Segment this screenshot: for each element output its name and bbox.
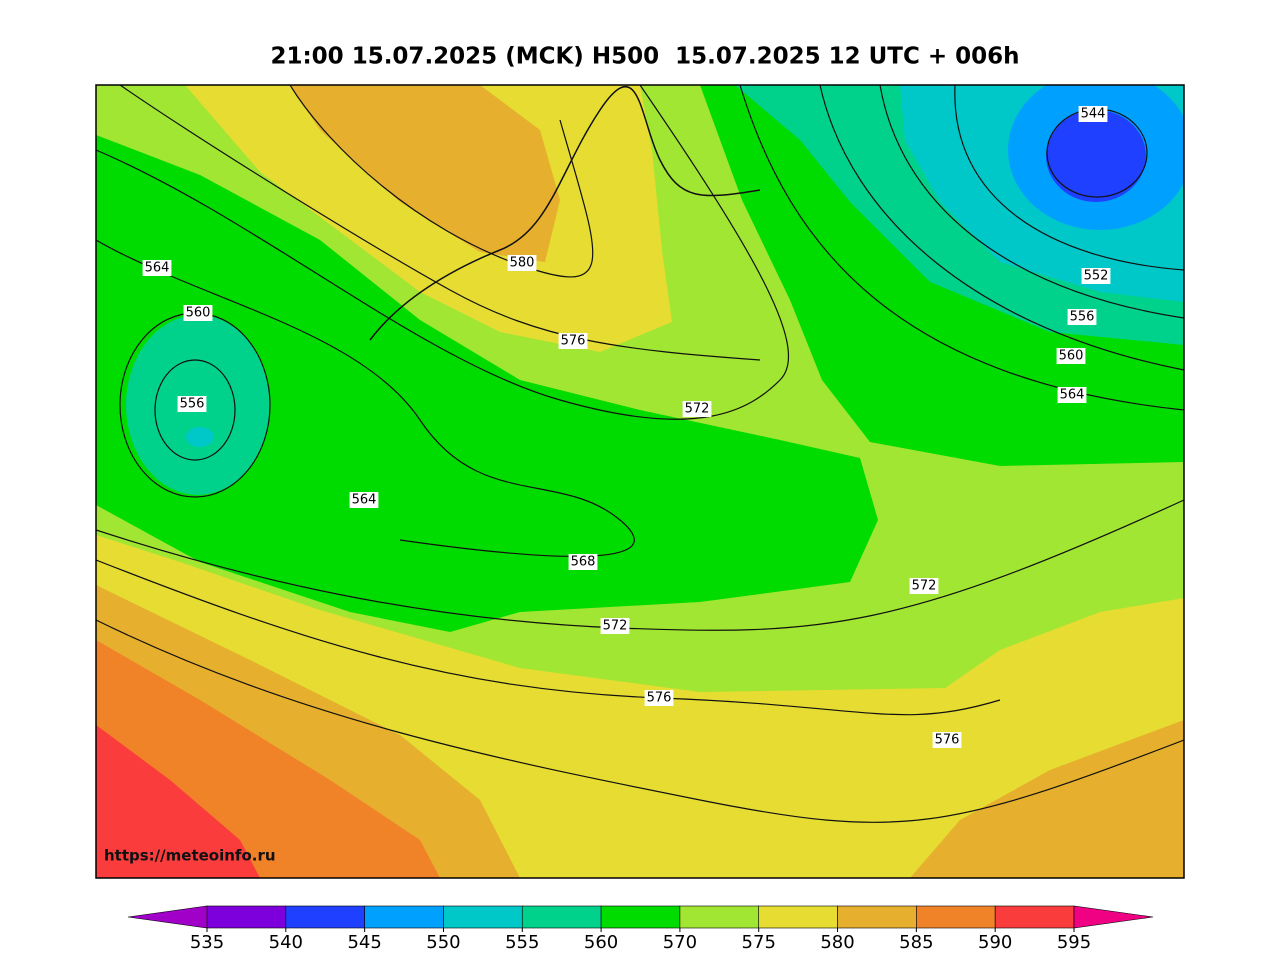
- colorbar-tick-label: 590: [978, 932, 1012, 953]
- contour-label: 568: [571, 555, 596, 570]
- title: 21:00 15.07.2025 (MCK) H500 15.07.2025 1…: [270, 44, 1019, 70]
- contour: [96, 619, 1184, 823]
- label-box: [349, 492, 379, 508]
- label-box: [1081, 268, 1111, 284]
- contour-label: 572: [685, 402, 710, 417]
- label-box: [682, 401, 712, 417]
- colorbar-segment: [206, 905, 287, 929]
- contour-label: 572: [912, 579, 937, 594]
- colorbar-tick-label: 545: [347, 932, 381, 953]
- colorbar-tick-label: 595: [1057, 932, 1091, 953]
- field: [910, 720, 1184, 878]
- colorbar-tick-label: 570: [663, 932, 697, 953]
- watermark: https://meteoinfo.ru: [104, 847, 276, 865]
- label-box: [1056, 348, 1086, 364]
- label-box: [142, 260, 172, 276]
- contour-label: 556: [1070, 310, 1095, 325]
- colorbar-under: [127, 905, 208, 929]
- colorbar-tick-label: 560: [584, 932, 618, 953]
- contour-label: 576: [561, 334, 586, 349]
- colorbar-tick-label: 555: [505, 932, 539, 953]
- label-box: [600, 618, 630, 634]
- label-box: [1057, 387, 1087, 403]
- contour: [154, 359, 236, 461]
- field: [96, 135, 878, 632]
- label-box: [507, 255, 537, 271]
- colorbar-segment: [916, 905, 996, 929]
- contour-label: 560: [186, 306, 211, 321]
- colorbar-tick-label: 585: [899, 932, 933, 953]
- map-frame: [95, 84, 1185, 879]
- contour-label: 552: [1084, 269, 1109, 284]
- label-box: [558, 333, 588, 349]
- contour-labels: 544 552 556 560 564 564 560 556 564 568 …: [142, 106, 1111, 748]
- label-box: [932, 732, 962, 748]
- label-box: [1078, 106, 1108, 122]
- contour-label: 564: [145, 261, 170, 276]
- field: [186, 427, 214, 447]
- colorbar-segment: [364, 905, 444, 929]
- field: [96, 725, 260, 878]
- label-box: [644, 690, 674, 706]
- colorbar-segment: [600, 905, 681, 929]
- colorbar-segment: [521, 905, 602, 929]
- label-box: [183, 305, 213, 321]
- contour: [819, 85, 1184, 371]
- contour-label: 576: [647, 691, 672, 706]
- colorbar: 535 540 545 550 555 560 570 575 580 585 590 595: [127, 905, 1154, 953]
- contour-label: 556: [180, 397, 205, 412]
- map: [96, 85, 1184, 878]
- coastline: [369, 85, 761, 341]
- colorbar-tick-label: 575: [742, 932, 776, 953]
- colorbar-tick-label: 535: [190, 932, 224, 953]
- contour: [96, 85, 790, 420]
- label-box: [1067, 309, 1097, 325]
- colorbar-segment: [758, 905, 838, 929]
- contour-label: 560: [1059, 349, 1084, 364]
- label-box: [177, 396, 207, 412]
- label-box: [568, 554, 598, 570]
- field: [290, 85, 560, 262]
- contour-label: 544: [1081, 107, 1106, 122]
- colorbar-segment: [994, 905, 1075, 929]
- colorbar-tick-label: 540: [269, 932, 303, 953]
- colorbar-over: [1073, 905, 1154, 929]
- field: [1046, 110, 1146, 202]
- contour: [119, 85, 761, 361]
- contour-label: 580: [510, 256, 535, 271]
- contour-label: 564: [1060, 388, 1085, 403]
- colorbar-segment: [837, 905, 917, 929]
- contour: [879, 85, 1184, 319]
- colorbar-segment: [285, 905, 365, 929]
- label-box: [909, 578, 939, 594]
- contour: [954, 85, 1184, 271]
- contour-label: 564: [352, 493, 377, 508]
- colorbar-tick-label: 550: [426, 932, 460, 953]
- colorbar-tick-label: 580: [820, 932, 854, 953]
- contour-label: 572: [603, 619, 628, 634]
- colorbar-segment: [679, 905, 760, 929]
- contour-label: 576: [935, 733, 960, 748]
- colorbar-segment: [443, 905, 523, 929]
- contour: [96, 559, 1001, 716]
